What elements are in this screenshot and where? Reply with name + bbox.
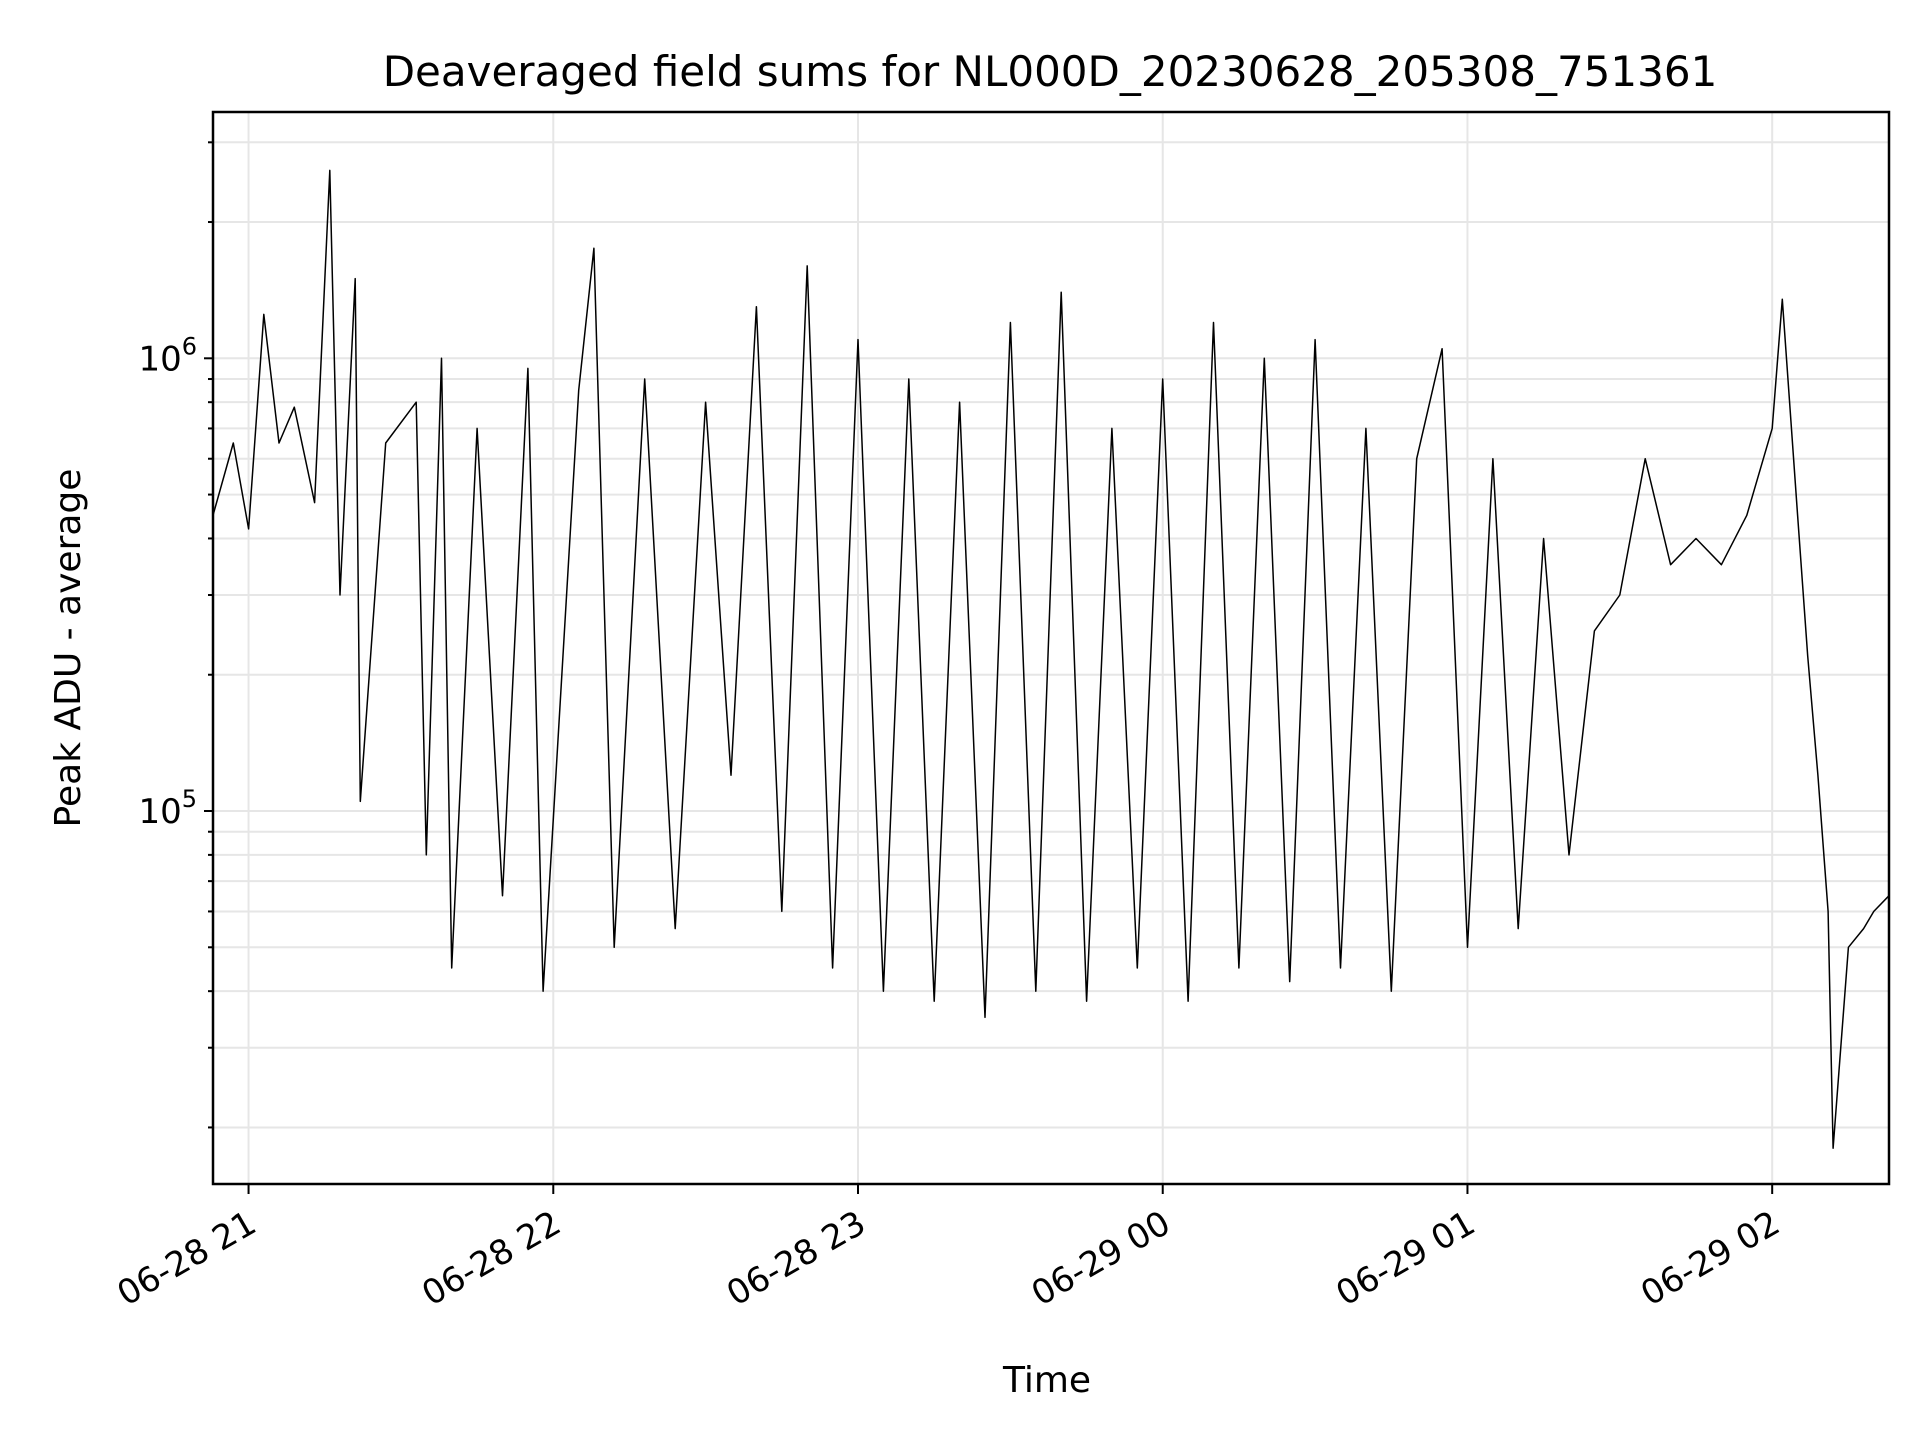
y-tick-label: 106 (138, 332, 197, 379)
y-axis-label: Peak ADU - average (48, 469, 89, 828)
grid (213, 112, 1889, 1184)
plot-frame (211, 110, 1891, 1186)
y-tick-exponent: 6 (182, 332, 197, 360)
y-tick-exponent: 5 (182, 785, 197, 813)
y-tick-base: 10 (138, 792, 181, 832)
y-tick-label: 105 (138, 785, 197, 832)
x-axis-label: Time (1002, 1360, 1091, 1401)
series-line (212, 169, 1890, 1149)
chart-title: Deaveraged field sums for NL000D_2023062… (383, 47, 1718, 96)
plot-area (211, 110, 1891, 1186)
y-tick-base: 10 (138, 339, 181, 379)
